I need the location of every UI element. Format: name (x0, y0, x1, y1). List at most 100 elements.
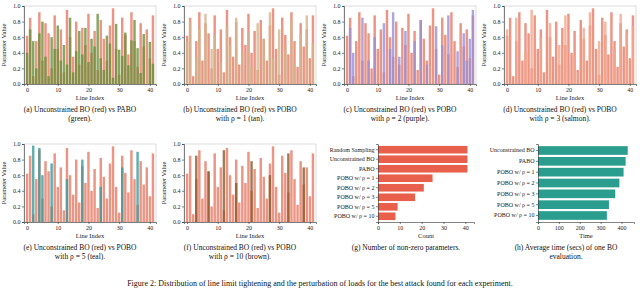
bar (100, 158, 102, 222)
bar (378, 174, 433, 182)
bar (284, 222, 286, 223)
bar (90, 39, 92, 84)
tick: 20 (86, 222, 92, 231)
bar (278, 222, 280, 223)
tick-label: POBO w/ ρ = 10 (494, 212, 534, 218)
bar (358, 84, 360, 85)
tick: 0.4 (333, 50, 344, 56)
bar (540, 37, 542, 84)
bar (275, 49, 277, 84)
tick-mark (22, 22, 24, 23)
bar (35, 222, 37, 223)
bar (610, 84, 612, 85)
bar (152, 15, 154, 84)
bar (78, 222, 80, 223)
bar (189, 18, 191, 84)
tick-mark (376, 197, 378, 198)
panel-caption: with ρ = 5 (teal). (55, 252, 105, 261)
bar (115, 24, 117, 84)
bar (296, 205, 298, 222)
bar (238, 222, 240, 223)
bar (241, 222, 243, 223)
tick: 0 (346, 84, 349, 93)
bar (247, 152, 249, 222)
tick-mark (58, 84, 59, 86)
bar (142, 34, 144, 84)
tick-mark (22, 53, 24, 54)
bar (244, 183, 246, 222)
y-axis: 0.00.20.40.60.81.0 (13, 3, 25, 87)
bar (103, 39, 105, 84)
x-axis-title: Line Index (396, 94, 425, 101)
bar (253, 84, 255, 85)
bar (139, 73, 141, 84)
tick-label: POBO w/ ρ = 2 (497, 180, 534, 186)
bar (127, 54, 129, 84)
tick-label: PABO (359, 166, 375, 172)
tick-label: 0.6 (173, 173, 181, 179)
bar (201, 199, 203, 222)
tick-label: 20 (566, 87, 572, 93)
tick-label: POBO w/ ρ = 1 (497, 169, 534, 175)
bar (226, 148, 228, 222)
bar (201, 222, 203, 223)
panel-caption: (green). (68, 114, 92, 123)
bar (281, 84, 283, 85)
bar (580, 20, 582, 84)
bar (75, 51, 77, 84)
tick: 10 (215, 222, 221, 231)
tick-mark (342, 84, 344, 85)
bar (552, 84, 554, 85)
tick-label: POBO w/ ρ = 5 (497, 202, 534, 208)
tick-mark (502, 37, 504, 38)
tick-label: Random Sampling (330, 147, 375, 153)
bars (186, 146, 314, 222)
tick: 0.4 (13, 50, 24, 56)
bar (152, 153, 154, 222)
bar (127, 65, 129, 84)
bar (220, 167, 222, 222)
tick: 1.0 (493, 3, 504, 9)
bar (72, 57, 74, 84)
bar (373, 37, 375, 84)
bar (537, 84, 539, 85)
tick-mark (22, 206, 24, 207)
bar (124, 173, 126, 222)
axis-line (182, 7, 185, 85)
tick-mark (182, 37, 184, 38)
tick-mark (536, 161, 538, 162)
tick-mark (507, 84, 508, 86)
bar (189, 22, 191, 84)
tick: 0.0 (493, 81, 504, 87)
bar (213, 222, 215, 223)
tick-mark (502, 22, 504, 23)
tick: 20 (246, 222, 252, 231)
tick-mark (536, 193, 538, 194)
tick-mark (599, 84, 600, 86)
axis-line (182, 145, 185, 223)
tick-mark (502, 68, 504, 69)
bar (284, 47, 286, 84)
tick: 200 (576, 222, 585, 231)
bar (266, 199, 268, 222)
tick-mark (182, 175, 184, 176)
y-axis: 0.00.20.40.60.81.0 (333, 3, 345, 87)
tick-mark (630, 84, 631, 86)
bar (124, 222, 126, 223)
bar (355, 41, 357, 84)
bar (592, 8, 594, 84)
bar (269, 175, 271, 222)
bar (515, 18, 517, 84)
tick-mark (580, 222, 581, 224)
bar (506, 29, 508, 84)
bar (312, 15, 314, 84)
bar (26, 174, 28, 222)
bar (296, 84, 298, 85)
bar (204, 161, 206, 222)
bar (247, 222, 249, 223)
bar (364, 23, 366, 84)
bar (549, 23, 551, 84)
bar (538, 157, 626, 166)
y-axis: 0.00.20.40.60.81.0 (13, 141, 25, 225)
bar (253, 169, 255, 222)
